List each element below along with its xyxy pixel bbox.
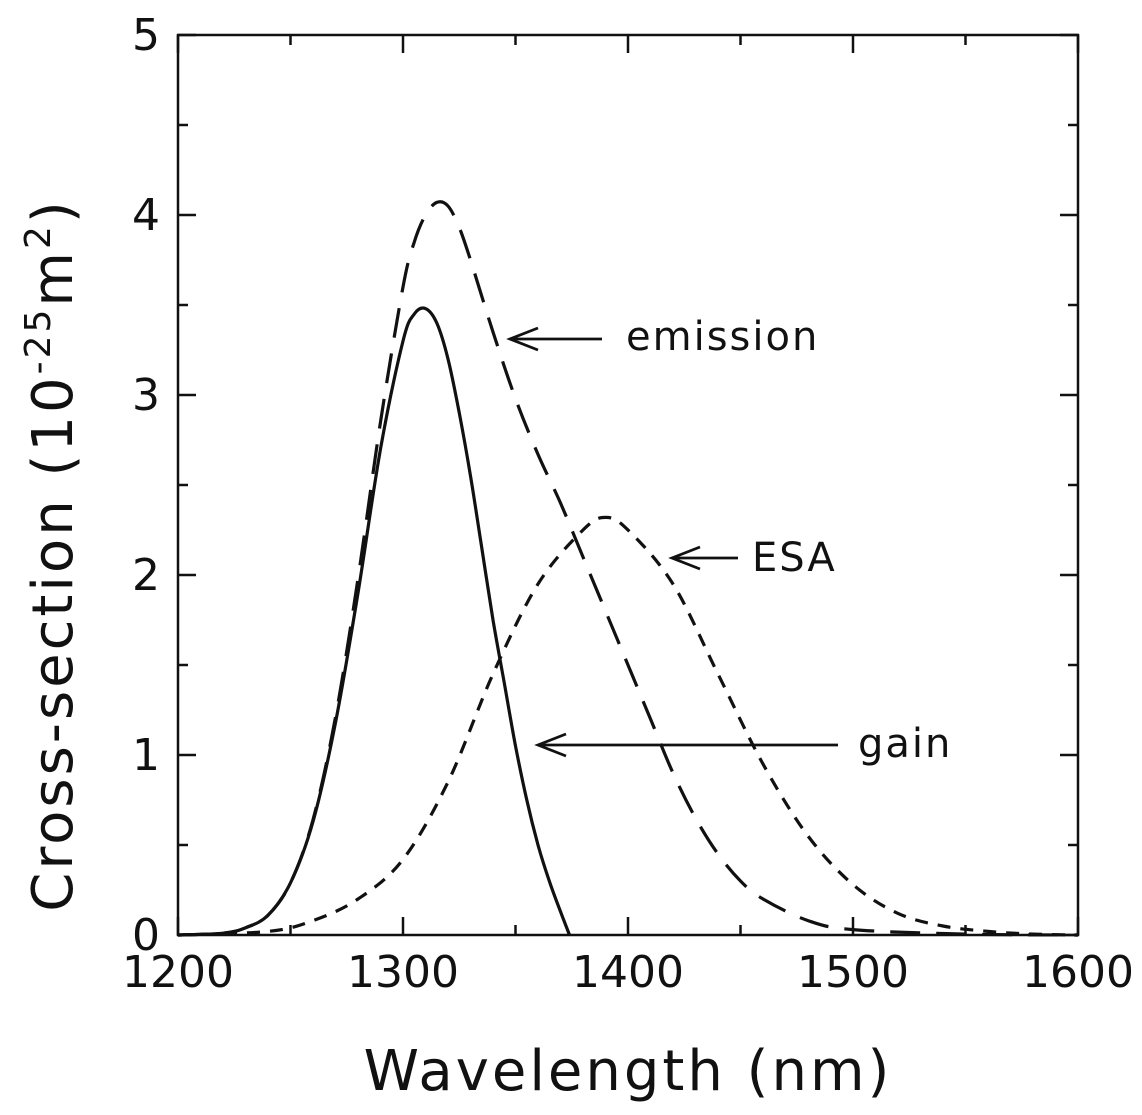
x-tick-label: 1500	[797, 947, 909, 998]
annotation-gain-arrow-head	[534, 732, 567, 758]
y-axis-title-unit: m	[21, 249, 86, 307]
y-tick-label: 2	[132, 550, 160, 601]
y-tick-label: 1	[132, 730, 160, 781]
series-line-gain	[177, 306, 571, 937]
svg-text:Cross-section (10-25m2): Cross-section (10-25m2)	[18, 198, 86, 911]
x-tick-label: 1600	[1022, 947, 1134, 998]
y-tick-label: 4	[132, 190, 160, 241]
x-tick-label: 1300	[347, 947, 459, 998]
annotation-esa-arrow-head	[668, 545, 701, 571]
y-axis-title-exp: -25	[18, 307, 59, 375]
y-tick-label: 0	[132, 910, 160, 961]
x-axis-title: Wavelength (nm)	[364, 1039, 893, 1104]
plot-frame	[176, 33, 1080, 937]
annotation-emission-label: emission	[626, 314, 819, 360]
series-line-esa	[177, 515, 1079, 937]
y-tick-label: 5	[132, 10, 160, 61]
y-axis-title-main: Cross-section (10	[21, 374, 86, 911]
annotation-gain-label: gain	[858, 721, 952, 767]
annotation-emission-arrow-head	[506, 326, 539, 352]
y-axis-title: Cross-section (10-25m2)	[18, 198, 86, 911]
y-axis-title-close: )	[21, 198, 86, 223]
x-tick-label: 1400	[572, 947, 684, 998]
y-tick-label: 3	[132, 370, 160, 421]
y-axis-title-unit-exp: 2	[18, 223, 59, 249]
annotation-esa-label: ESA	[752, 535, 837, 581]
x-tick-label: 1200	[122, 947, 234, 998]
